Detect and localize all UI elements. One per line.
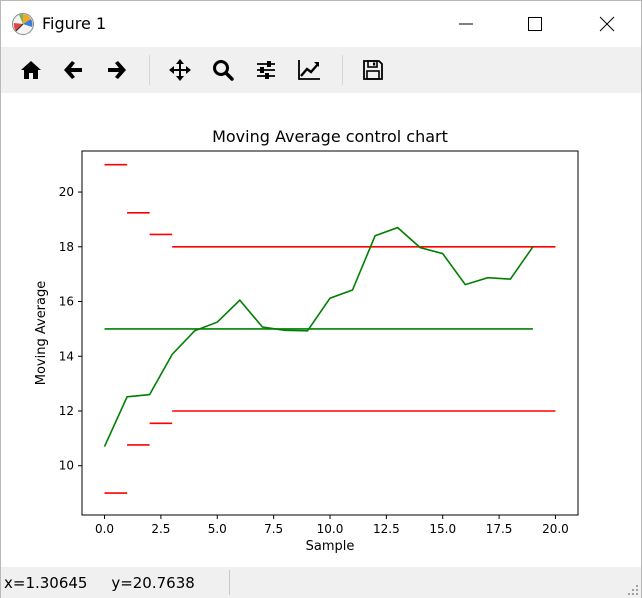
y-tick-label: 12 [59, 404, 74, 418]
navigation-toolbar [1, 47, 641, 93]
y-tick-label: 10 [59, 459, 74, 473]
save-floppy-icon [363, 60, 383, 80]
chart-title: Moving Average control chart [212, 127, 448, 146]
status-separator [229, 570, 230, 595]
title-bar: Figure 1 [1, 1, 641, 47]
minimize-icon [459, 23, 473, 25]
maximize-icon [528, 17, 542, 31]
forward-arrow-icon [108, 61, 126, 79]
moving-average-line [103, 226, 534, 447]
x-axis-label: Sample [306, 539, 355, 554]
configure-subplots-button[interactable] [252, 56, 280, 84]
figure-canvas[interactable]: 0.0 2.5 5.0 7.5 10.0 12.5 15.0 17.5 20.0 10 12 14 1… [1, 93, 641, 567]
moving-average-chart[interactable]: 0.0 2.5 5.0 7.5 10.0 12.5 15.0 17.5 20.0 1012141… [1, 93, 641, 567]
y-tick-label: 16 [59, 295, 74, 309]
x-axis: 0.0 2.5 5.0 7.5 10.0 12.5 15.0 17.5 20.0 [95, 515, 569, 536]
status-bar: x=1.30645 y=20.7638 [1, 567, 641, 598]
back-button[interactable] [60, 56, 88, 84]
edit-axis-button[interactable] [295, 56, 323, 84]
back-arrow-icon [64, 61, 82, 79]
x-tick-label: 15.0 [429, 522, 456, 536]
x-tick-label: 10.0 [317, 522, 344, 536]
edit-axis-icon [298, 60, 320, 80]
x-tick-label: 20.0 [542, 522, 569, 536]
x-tick-label: 7.5 [264, 522, 283, 536]
x-tick-label: 0.0 [95, 522, 114, 536]
resize-grip-icon[interactable] [627, 584, 639, 596]
cursor-coordinates: x=1.30645 y=20.7638 [4, 574, 195, 592]
pan-button[interactable] [166, 56, 194, 84]
zoom-button[interactable] [209, 56, 237, 84]
window-title: Figure 1 [42, 14, 107, 33]
pan-move-icon [169, 59, 191, 81]
x-tick-label: 17.5 [486, 522, 513, 536]
forward-button[interactable] [102, 56, 130, 84]
home-button[interactable] [17, 56, 45, 84]
home-icon [21, 61, 41, 79]
save-button[interactable] [359, 56, 387, 84]
maximize-button[interactable] [512, 1, 558, 47]
y-tick-label: 14 [59, 349, 74, 363]
y-tick-label: 20 [59, 185, 74, 199]
x-tick-label: 2.5 [151, 522, 170, 536]
x-tick-label: 5.0 [208, 522, 227, 536]
matplotlib-icon [12, 13, 34, 35]
minimize-button[interactable] [443, 1, 489, 47]
close-icon [599, 16, 615, 32]
close-button[interactable] [584, 1, 630, 47]
x-tick-label: 12.5 [373, 522, 400, 536]
y-axis-label: Moving Average [34, 281, 49, 385]
toolbar-separator [149, 55, 150, 85]
y-tick-label: 18 [59, 240, 74, 254]
toolbar-separator [342, 55, 343, 85]
zoom-magnifier-icon [213, 60, 234, 81]
configure-subplots-icon [257, 61, 275, 79]
y-axis: 10 12 14 16 18 20 [59, 185, 82, 473]
